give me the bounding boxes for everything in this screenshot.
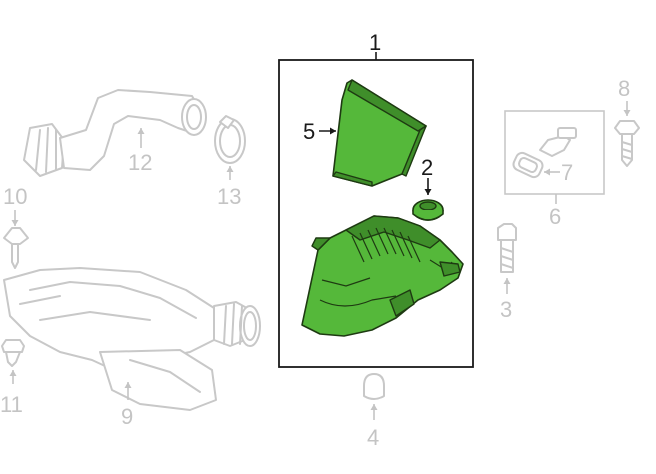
arrow-12 (137, 128, 145, 134)
air-filter-element[interactable] (332, 79, 427, 187)
arrow-3 (503, 278, 511, 284)
callout-7[interactable]: 7 (561, 160, 573, 185)
arrow-11 (9, 370, 17, 376)
hose-clamp[interactable] (214, 115, 246, 164)
grommet[interactable] (412, 199, 444, 221)
callout-9[interactable]: 9 (121, 404, 133, 429)
retainer-nut[interactable] (1, 339, 25, 367)
callout-12[interactable]: 12 (128, 150, 152, 175)
callout-8[interactable]: 8 (618, 76, 630, 101)
assembly-frame (278, 52, 474, 368)
callout-1[interactable]: 1 (369, 30, 381, 55)
arrow-9 (124, 382, 132, 388)
air-cleaner-housing[interactable] (301, 215, 464, 337)
screw[interactable] (614, 120, 640, 167)
callout-13[interactable]: 13 (217, 184, 241, 209)
sensor-plug[interactable] (539, 127, 577, 157)
callout-6[interactable]: 6 (549, 204, 561, 229)
callout-11[interactable]: 11 (0, 392, 23, 417)
sensor-seal[interactable] (512, 151, 545, 179)
callout-2[interactable]: 2 (421, 155, 433, 180)
arrow-5 (330, 127, 336, 135)
arrow-2 (424, 189, 432, 195)
callout-5[interactable]: 5 (303, 119, 315, 144)
mounting-bolt[interactable] (497, 223, 517, 273)
callout-3[interactable]: 3 (500, 297, 512, 322)
resonator-duct[interactable] (3, 267, 261, 411)
sensor-kit-frame (504, 110, 605, 195)
callout-4[interactable]: 4 (367, 425, 379, 450)
arrow-7 (544, 168, 550, 176)
arrow-10 (11, 220, 19, 226)
intake-hose[interactable] (23, 89, 207, 177)
rubber-mount[interactable] (363, 373, 385, 400)
push-pin[interactable] (3, 227, 29, 269)
arrow-8 (623, 110, 631, 116)
arrow-4 (370, 404, 378, 410)
callout-10[interactable]: 10 (3, 184, 27, 209)
arrow-13 (226, 166, 234, 172)
